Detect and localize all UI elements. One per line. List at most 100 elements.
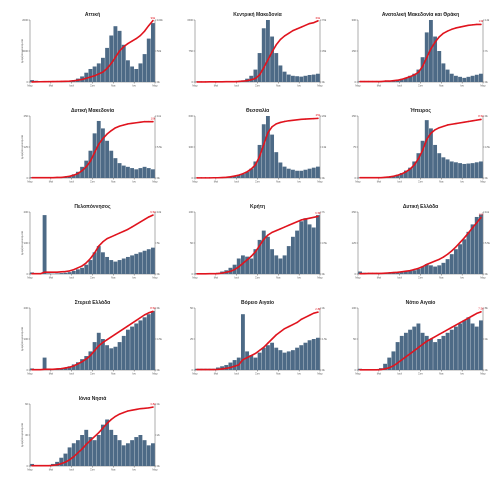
cumulative-point: [246, 171, 247, 172]
cumulative-point: [44, 81, 45, 82]
cumulative-point: [296, 119, 297, 120]
cumulative-point: [317, 216, 318, 217]
bar: [303, 76, 307, 82]
cumulative-point: [292, 324, 293, 325]
cumulative-point: [44, 369, 45, 370]
cumulative-point: [301, 26, 302, 27]
cumulative-point: [44, 465, 45, 466]
bar: [76, 269, 80, 274]
bar: [270, 135, 274, 178]
y2-tick-label: 0k: [322, 80, 325, 84]
bar: [462, 78, 466, 82]
y-axis-label: ημερήσια κρούσματα: [20, 38, 24, 63]
y-axis-label: ημερήσια κρούσματα: [20, 134, 24, 159]
bar: [316, 338, 320, 370]
chart-title: Πελοπόννησος: [74, 204, 111, 210]
cumulative-point: [111, 236, 112, 237]
bar: [134, 169, 138, 178]
y-axis-label: ημερήσια κρούσματα: [20, 326, 24, 351]
bar: [143, 54, 147, 82]
cumulative-point: [81, 448, 82, 449]
cumulative-point: [148, 312, 149, 313]
cumulative-point: [434, 336, 435, 337]
cumulative-point: [217, 369, 218, 370]
cumulative-point: [115, 127, 116, 128]
cumulative-point: [259, 156, 260, 157]
cumulative-point: [480, 311, 481, 312]
x-tick-label: Ιαν: [297, 180, 301, 184]
bar: [55, 273, 59, 274]
y-tick-label: 50: [353, 337, 356, 341]
bar: [312, 339, 316, 370]
cumulative-point: [94, 436, 95, 437]
cumulative-point: [443, 256, 444, 257]
cumulative-point: [372, 273, 373, 274]
cumulative-point: [372, 81, 373, 82]
y-tick-label: 0: [192, 272, 194, 276]
bar: [258, 145, 262, 178]
cumulative-point: [480, 119, 481, 120]
cumulative-point: [476, 119, 477, 120]
cumulative-point: [73, 80, 74, 81]
cumulative-point: [393, 272, 394, 273]
cumulative-point: [56, 81, 57, 82]
cumulative-point: [44, 177, 45, 178]
bar: [429, 265, 433, 274]
bar: [316, 167, 320, 178]
cumulative-point: [389, 367, 390, 368]
bar: [471, 76, 475, 82]
cumulative-point: [397, 175, 398, 176]
bar: [421, 333, 425, 370]
bar: [93, 440, 97, 466]
x-tick-label: Νοε: [439, 84, 444, 88]
cumulative-point: [439, 334, 440, 335]
cumulative-line: [197, 21, 318, 82]
bar: [295, 171, 299, 178]
cumulative-point: [81, 361, 82, 362]
bar: [396, 342, 400, 370]
cumulative-point: [401, 271, 402, 272]
x-tick-label: Σεπ: [255, 372, 260, 376]
x-tick-label: Νοε: [111, 372, 116, 376]
cumulative-point: [276, 123, 277, 124]
cumulative-point: [152, 214, 153, 215]
bar: [437, 51, 441, 82]
bar: [130, 255, 134, 274]
cumulative-point: [418, 72, 419, 73]
cumulative-point: [86, 444, 87, 445]
cumulative-point: [69, 367, 70, 368]
bar: [450, 161, 454, 178]
bar: [122, 45, 126, 82]
bar: [253, 70, 257, 82]
bar: [274, 152, 278, 178]
bar: [122, 445, 126, 466]
x-tick-label: Ιουλ: [397, 84, 403, 88]
cumulative-end-label: 13k: [479, 19, 484, 23]
cumulative-point: [372, 177, 373, 178]
cumulative-point: [405, 77, 406, 78]
cumulative-point: [73, 365, 74, 366]
bar: [109, 36, 113, 83]
cumulative-point: [36, 177, 37, 178]
cumulative-point: [259, 245, 260, 246]
bar: [454, 76, 458, 82]
cumulative-point: [127, 123, 128, 124]
bar: [109, 260, 113, 274]
bar: [441, 157, 445, 178]
x-tick-label: Νοε: [111, 180, 116, 184]
cumulative-point: [86, 358, 87, 359]
bar: [147, 314, 151, 370]
x-tick-label: Ιουλ: [234, 276, 240, 280]
bar: [454, 327, 458, 370]
cumulative-point: [65, 176, 66, 177]
chart-title: Ιόνια Νησιά: [79, 396, 108, 402]
cumulative-point: [393, 176, 394, 177]
cumulative-point: [144, 121, 145, 122]
bar: [299, 221, 303, 274]
bar: [97, 121, 101, 178]
x-tick-label: Μαρ: [480, 372, 486, 376]
cumulative-point: [459, 242, 460, 243]
